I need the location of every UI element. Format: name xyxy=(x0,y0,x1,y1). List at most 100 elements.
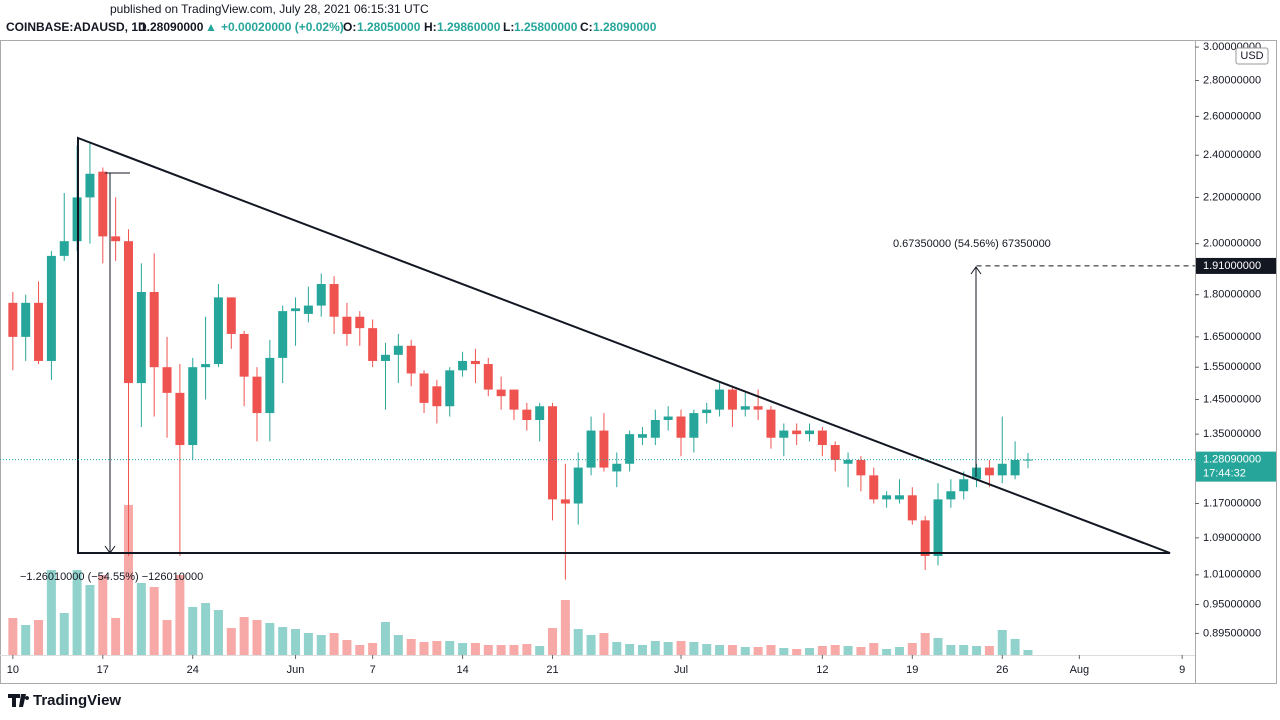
volume-bar xyxy=(496,645,506,655)
volume-bar xyxy=(239,617,249,655)
volume-bar xyxy=(753,647,763,655)
x-tick-label: 24 xyxy=(187,664,199,676)
annotation: −1.26010000 (−54.55%) −126010000 xyxy=(20,571,203,583)
volume-bar xyxy=(162,620,172,655)
volume-bar xyxy=(663,642,673,655)
volume-bar xyxy=(1023,650,1033,655)
volume-bar xyxy=(869,643,879,655)
volume-bar xyxy=(637,645,647,655)
symbol: COINBASE:ADAUSD, 1D xyxy=(6,20,147,34)
candle-body xyxy=(702,409,712,414)
x-tick-label: 7 xyxy=(370,664,376,676)
volume-bar xyxy=(856,647,866,655)
currency-box xyxy=(1235,47,1269,65)
volume-bar xyxy=(535,646,545,655)
volume-bar xyxy=(560,600,570,655)
last-price-tag xyxy=(1196,451,1276,482)
candle-body xyxy=(316,284,326,306)
volume-bar xyxy=(894,647,904,655)
volume-bar xyxy=(380,622,390,655)
volume-bar xyxy=(625,644,635,655)
candle-body xyxy=(586,430,596,468)
volume-bar xyxy=(393,635,403,655)
candle-body xyxy=(599,430,609,468)
x-tick-label: 14 xyxy=(456,664,468,676)
x-tick-label: Aug xyxy=(1070,664,1090,676)
volume-bar xyxy=(740,647,750,655)
x-tick-label: 10 xyxy=(7,664,19,676)
candle-body xyxy=(342,316,352,334)
logo xyxy=(8,694,30,707)
candle-body xyxy=(123,241,133,384)
candle-body xyxy=(368,328,378,361)
candle-body xyxy=(612,463,622,472)
l: 1.25800000 xyxy=(514,20,578,34)
candle-body xyxy=(432,386,442,407)
volume-bar xyxy=(406,639,416,655)
volume-bar xyxy=(123,505,133,655)
candle-layer xyxy=(8,143,1033,580)
o: 1.28050000 xyxy=(357,20,421,34)
volume-bar xyxy=(715,645,725,655)
y-tick-label: 2.60000000 xyxy=(1203,110,1261,122)
candle-body xyxy=(278,311,288,358)
candle-body xyxy=(201,364,211,368)
y-tick-label: 1.09000000 xyxy=(1203,532,1261,544)
candle-body xyxy=(303,305,313,314)
volume-bar xyxy=(252,620,262,655)
candle-body xyxy=(727,389,737,410)
candle-body xyxy=(766,409,776,438)
candle-body xyxy=(959,479,969,492)
candle-body xyxy=(676,416,686,438)
candle-body xyxy=(59,241,69,256)
volume-bar xyxy=(1010,639,1020,655)
last-price-label: 1.28090000 xyxy=(1203,454,1261,466)
candle-body xyxy=(355,316,365,329)
volume-bar xyxy=(548,628,558,655)
candle-body xyxy=(907,495,917,521)
h: 1.29860000 xyxy=(437,20,501,34)
volume-bar xyxy=(676,641,686,655)
countdown: 17:44:32 xyxy=(1203,468,1246,480)
x-tick-label: 9 xyxy=(1179,664,1185,676)
candle-body xyxy=(997,463,1007,476)
arrow-head xyxy=(104,545,116,554)
volume-bar xyxy=(599,633,609,655)
candle-body xyxy=(663,416,673,420)
candle-body xyxy=(573,467,583,504)
y-tick-label: 1.55000000 xyxy=(1203,361,1261,373)
c: 1.28090000 xyxy=(593,20,657,34)
volume-bar xyxy=(8,618,18,655)
x-tick-label: 26 xyxy=(996,664,1008,676)
volume-bar xyxy=(612,642,622,655)
candle-body xyxy=(779,430,789,438)
target-label: 1.91000000 xyxy=(1203,260,1261,272)
y-tick-label: 1.01000000 xyxy=(1203,569,1261,581)
change: +0.00020000 (+0.02%) xyxy=(221,20,344,34)
volume-bar xyxy=(843,646,853,655)
candle-body xyxy=(522,409,532,420)
volume-layer xyxy=(8,505,1033,655)
c-label: C: xyxy=(580,20,593,34)
candle-body xyxy=(85,173,95,198)
candle-body xyxy=(329,284,339,317)
y-tick-label: 2.80000000 xyxy=(1203,74,1261,86)
volume-bar xyxy=(920,633,930,655)
volume-bar xyxy=(213,610,223,655)
volume-bar xyxy=(59,613,69,655)
candle-body xyxy=(843,459,853,464)
volume-bar xyxy=(265,623,275,655)
candle-body xyxy=(792,430,802,435)
volume-bar xyxy=(997,630,1007,655)
volume-bar xyxy=(805,648,815,655)
y-tick-label: 0.89500000 xyxy=(1203,627,1261,639)
volume-bar xyxy=(445,641,455,655)
volume-bar xyxy=(98,575,108,655)
candle-body xyxy=(406,345,416,374)
volume-bar xyxy=(727,645,737,655)
volume-bar xyxy=(149,587,159,655)
volume-bar xyxy=(342,640,352,655)
o-label: O: xyxy=(343,20,356,34)
y-tick-label: 1.80000000 xyxy=(1203,289,1261,301)
